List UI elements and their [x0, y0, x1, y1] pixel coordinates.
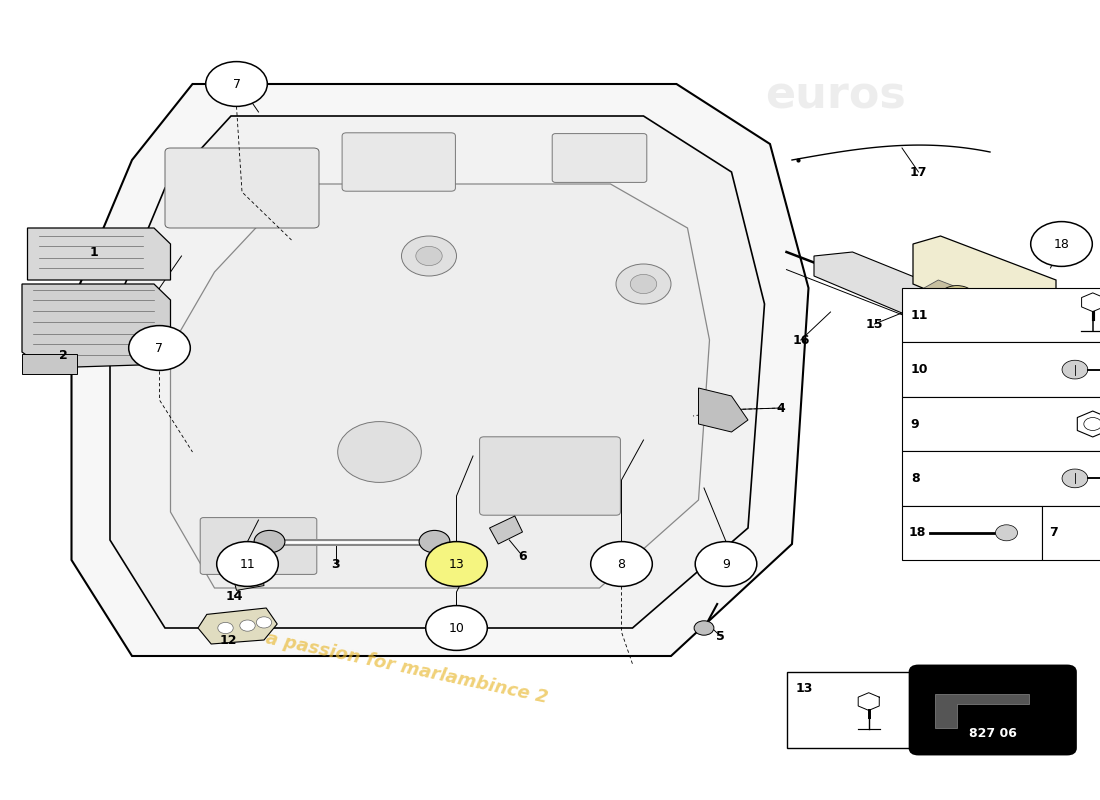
Text: 1: 1	[89, 246, 98, 258]
Polygon shape	[28, 228, 170, 280]
FancyBboxPatch shape	[22, 354, 77, 374]
Circle shape	[591, 542, 652, 586]
Text: 2: 2	[59, 350, 68, 362]
Text: 6: 6	[518, 550, 527, 562]
Circle shape	[965, 296, 1004, 325]
Circle shape	[996, 525, 1018, 541]
Circle shape	[616, 264, 671, 304]
Circle shape	[419, 530, 450, 553]
Circle shape	[218, 622, 233, 634]
Text: 18: 18	[1054, 238, 1069, 250]
Circle shape	[338, 422, 421, 482]
Circle shape	[630, 274, 657, 294]
FancyBboxPatch shape	[480, 437, 620, 515]
Text: 11: 11	[911, 309, 928, 322]
Text: 8: 8	[911, 472, 920, 485]
Text: 827 06: 827 06	[969, 727, 1016, 740]
Circle shape	[998, 314, 1015, 326]
FancyBboxPatch shape	[902, 288, 1100, 342]
Text: 7: 7	[155, 342, 164, 354]
FancyBboxPatch shape	[552, 134, 647, 182]
Text: 12: 12	[220, 634, 238, 646]
Text: 11: 11	[240, 558, 255, 570]
Text: 8: 8	[617, 558, 626, 570]
Circle shape	[217, 542, 278, 586]
Polygon shape	[814, 252, 952, 320]
Circle shape	[254, 530, 285, 553]
Circle shape	[256, 617, 272, 628]
Circle shape	[948, 294, 966, 306]
Text: 18: 18	[909, 526, 926, 539]
Text: 9: 9	[722, 558, 730, 570]
FancyBboxPatch shape	[902, 342, 1100, 397]
Text: 16: 16	[792, 334, 810, 346]
FancyBboxPatch shape	[165, 148, 319, 228]
Circle shape	[416, 246, 442, 266]
FancyBboxPatch shape	[1043, 506, 1100, 560]
Circle shape	[987, 306, 1026, 334]
Text: 13: 13	[449, 558, 464, 570]
Text: 4: 4	[777, 402, 785, 414]
Polygon shape	[110, 116, 764, 628]
Polygon shape	[72, 84, 808, 656]
Polygon shape	[198, 608, 277, 644]
Circle shape	[937, 286, 977, 314]
Circle shape	[402, 236, 456, 276]
Polygon shape	[698, 388, 748, 432]
FancyBboxPatch shape	[902, 451, 1100, 506]
Polygon shape	[22, 284, 170, 368]
FancyBboxPatch shape	[786, 672, 913, 748]
FancyBboxPatch shape	[200, 518, 317, 574]
Text: a passion for marlambince 2: a passion for marlambince 2	[264, 630, 550, 706]
Text: 7: 7	[1048, 526, 1057, 539]
Circle shape	[240, 620, 255, 631]
Circle shape	[1031, 222, 1092, 266]
Circle shape	[1062, 469, 1088, 488]
Text: 10: 10	[449, 622, 464, 634]
Circle shape	[426, 542, 487, 586]
Text: euros: euros	[766, 74, 906, 118]
Polygon shape	[924, 280, 1048, 330]
Circle shape	[206, 62, 267, 106]
FancyBboxPatch shape	[910, 666, 1076, 754]
Text: 14: 14	[226, 590, 243, 602]
Circle shape	[129, 326, 190, 370]
Text: 3: 3	[331, 558, 340, 570]
FancyBboxPatch shape	[902, 506, 1043, 560]
Text: 9: 9	[911, 418, 920, 430]
Circle shape	[1062, 360, 1088, 379]
Polygon shape	[233, 572, 264, 590]
FancyBboxPatch shape	[902, 397, 1100, 451]
Polygon shape	[490, 516, 522, 544]
Circle shape	[976, 304, 993, 317]
Text: 17: 17	[910, 166, 927, 178]
Circle shape	[695, 542, 757, 586]
Polygon shape	[913, 236, 1056, 332]
Polygon shape	[170, 184, 710, 588]
FancyBboxPatch shape	[342, 133, 455, 191]
Polygon shape	[935, 694, 1028, 728]
Circle shape	[694, 621, 714, 635]
Text: 5: 5	[716, 630, 725, 642]
Circle shape	[426, 606, 487, 650]
Text: 7: 7	[232, 78, 241, 90]
Text: 10: 10	[911, 363, 928, 376]
Text: 13: 13	[795, 682, 813, 694]
Text: 15: 15	[866, 318, 883, 330]
